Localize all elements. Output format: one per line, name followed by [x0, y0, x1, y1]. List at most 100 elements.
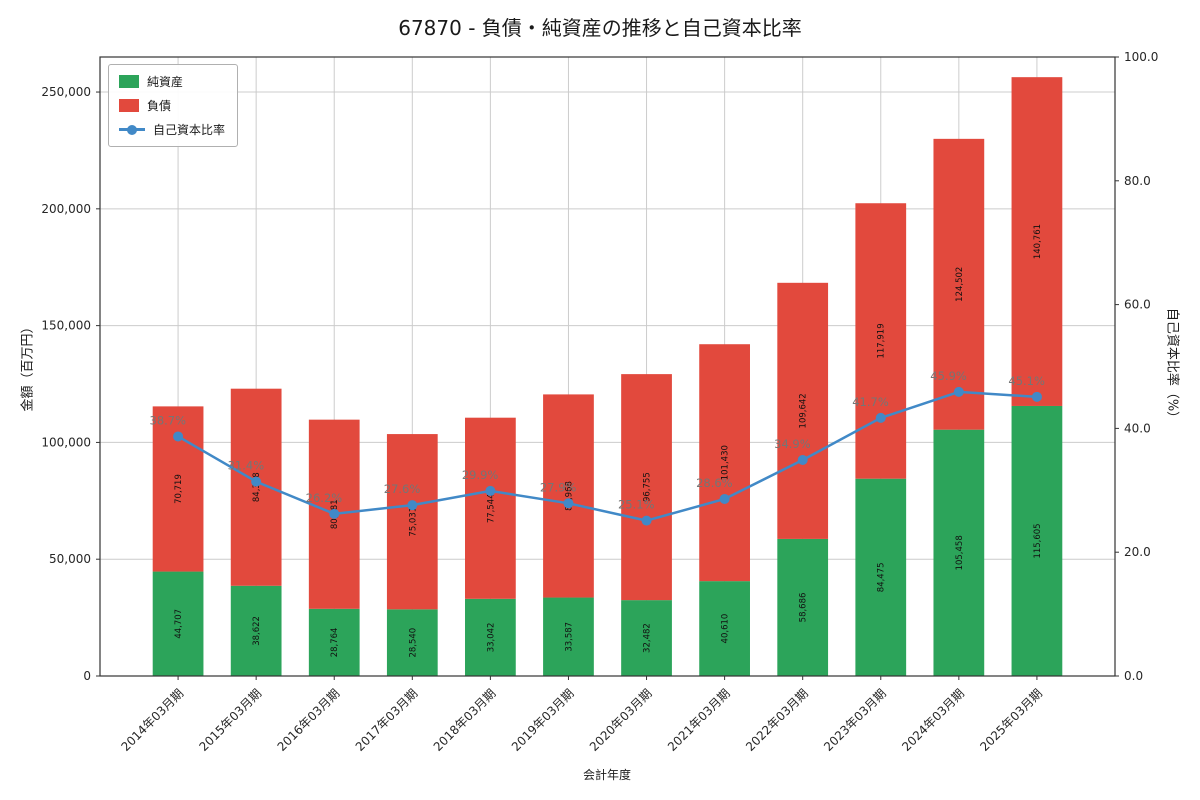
- bar-liabilities-label: 75,031: [408, 507, 418, 537]
- y-tick-label-left: 150,000: [41, 319, 91, 333]
- bar-net-assets-label: 115,605: [1033, 523, 1043, 558]
- x-tick-label: 2014年03月期: [118, 686, 186, 754]
- x-tick-label: 2024年03月期: [899, 686, 967, 754]
- bar-net-assets-label: 33,042: [486, 623, 496, 653]
- y-tick-label-right: 20.0: [1124, 545, 1151, 559]
- bar-liabilities: [699, 344, 750, 582]
- ratio-point: [719, 493, 730, 504]
- bar-net-assets-label: 32,482: [643, 623, 653, 653]
- legend: 純資産 負債 自己資本比率: [108, 64, 239, 147]
- ratio-value-label: 45.1%: [1008, 374, 1045, 388]
- bar-liabilities: [855, 203, 907, 479]
- ratio-value-label: 45.9%: [930, 369, 967, 383]
- ratio-line-swatch-icon: [119, 124, 145, 135]
- bar-net-assets-label: 105,458: [955, 535, 965, 570]
- bar-liabilities-label: 124,502: [955, 267, 965, 302]
- y-tick-label-right: 100.0: [1124, 50, 1158, 64]
- bar-liabilities-label: 77,544: [486, 493, 496, 523]
- bar-net-assets-label: 58,686: [799, 593, 809, 623]
- x-tick-label: 2021年03月期: [665, 686, 733, 754]
- bar-liabilities: [621, 374, 672, 601]
- ratio-value-label: 28.6%: [696, 476, 733, 490]
- ratio-point: [953, 386, 964, 397]
- x-tick-label: 2015年03月期: [197, 686, 265, 754]
- legend-item-net-assets: 純資産: [119, 73, 225, 90]
- ratio-point: [329, 508, 340, 519]
- bar-net-assets-label: 44,707: [174, 609, 184, 639]
- bar-liabilities: [777, 282, 829, 539]
- ratio-value-label: 34.9%: [774, 437, 811, 451]
- bar-liabilities: [465, 417, 516, 599]
- ratio-point: [407, 500, 418, 511]
- y-tick-label-left: 50,000: [49, 552, 91, 566]
- bar-net-assets: [465, 598, 516, 676]
- bar-liabilities-label: 101,430: [721, 445, 731, 480]
- bars: 44,70770,71938,62284,37828,76480,98128,5…: [152, 77, 1063, 676]
- bar-net-assets-label: 38,622: [252, 616, 262, 646]
- bar-net-assets-label: 28,764: [330, 628, 340, 658]
- x-tick-label: 2020年03月期: [587, 686, 655, 754]
- bar-net-assets: [621, 600, 672, 676]
- ratio-value-label: 29.9%: [462, 468, 499, 482]
- ratio-point: [797, 454, 808, 465]
- net-assets-swatch-icon: [119, 75, 139, 88]
- y-tick-label-left: 200,000: [41, 202, 91, 216]
- x-tick-label: 2017年03月期: [353, 686, 421, 754]
- bar-net-assets-label: 28,540: [408, 628, 418, 658]
- ratio-value-label: 38.7%: [150, 413, 187, 427]
- axis-frame: [99, 56, 1116, 677]
- bar-net-assets: [230, 585, 282, 676]
- liabilities-swatch-icon: [119, 99, 139, 112]
- ratio-point: [485, 485, 496, 496]
- ratio-value-label: 27.9%: [540, 480, 577, 494]
- y-tick-label-right: 40.0: [1124, 421, 1151, 435]
- bar-net-assets: [308, 608, 360, 676]
- bar-liabilities-label: 84,378: [252, 472, 262, 502]
- bar-net-assets: [543, 597, 594, 676]
- chart-title: 67870 - 負債・純資産の推移と自己資本比率: [398, 16, 802, 40]
- ratio-line: [177, 390, 1038, 522]
- bar-liabilities: [230, 388, 282, 586]
- bar-liabilities-label: 70,719: [174, 474, 184, 504]
- ratio-value-label: 26.2%: [306, 491, 343, 505]
- bar-liabilities: [543, 394, 594, 598]
- ratio-value-label: 25.1%: [618, 498, 655, 512]
- legend-label-liabilities: 負債: [147, 99, 172, 113]
- ratio-point: [563, 498, 574, 509]
- bar-net-assets: [777, 538, 829, 676]
- y-tick-label-right: 80.0: [1124, 174, 1151, 188]
- x-tick-label: 2023年03月期: [821, 686, 889, 754]
- x-tick-label: 2016年03月期: [275, 686, 343, 754]
- ratio-point: [641, 515, 652, 526]
- bar-liabilities: [386, 434, 438, 610]
- x-tick-label: 2025年03月期: [977, 686, 1045, 754]
- legend-label-equity-ratio: 自己資本比率: [153, 123, 226, 137]
- ratio-value-label: 31.4%: [228, 459, 265, 473]
- bar-net-assets: [933, 429, 985, 676]
- bar-net-assets: [855, 478, 907, 676]
- right-axis-title: 自己資本比率（%）: [1164, 307, 1180, 425]
- bar-net-assets-label: 33,587: [564, 622, 574, 652]
- y-tick-label-right: 60.0: [1124, 298, 1151, 312]
- y-tick-label-right: 0.0: [1124, 669, 1143, 683]
- y-tick-label-left: 100,000: [41, 435, 91, 449]
- y-tick-label-left: 250,000: [41, 85, 91, 99]
- bar-liabilities: [933, 138, 985, 430]
- bar-net-assets: [699, 581, 750, 676]
- ratio-value-label: 27.6%: [384, 482, 421, 496]
- ratio-point: [251, 476, 262, 487]
- x-tick-label: 2018年03月期: [431, 686, 499, 754]
- bar-liabilities-label: 109,642: [799, 393, 809, 428]
- legend-item-equity-ratio: 自己資本比率: [119, 121, 225, 138]
- ratio-value-label: 41.7%: [852, 395, 889, 409]
- bar-net-assets: [152, 571, 204, 676]
- bar-liabilities: [1011, 77, 1063, 406]
- bar-net-assets: [1011, 405, 1063, 676]
- x-tick-label: 2022年03月期: [743, 686, 811, 754]
- ratio-line-series: 38.7% 31.4% 26.2% 27.6% 29.9% 27.9% 25.1% 28.6%…: [150, 369, 1045, 526]
- legend-label-net-assets: 純資産: [147, 75, 184, 89]
- bar-net-assets-label: 40,610: [721, 614, 731, 644]
- ratio-point: [875, 412, 886, 423]
